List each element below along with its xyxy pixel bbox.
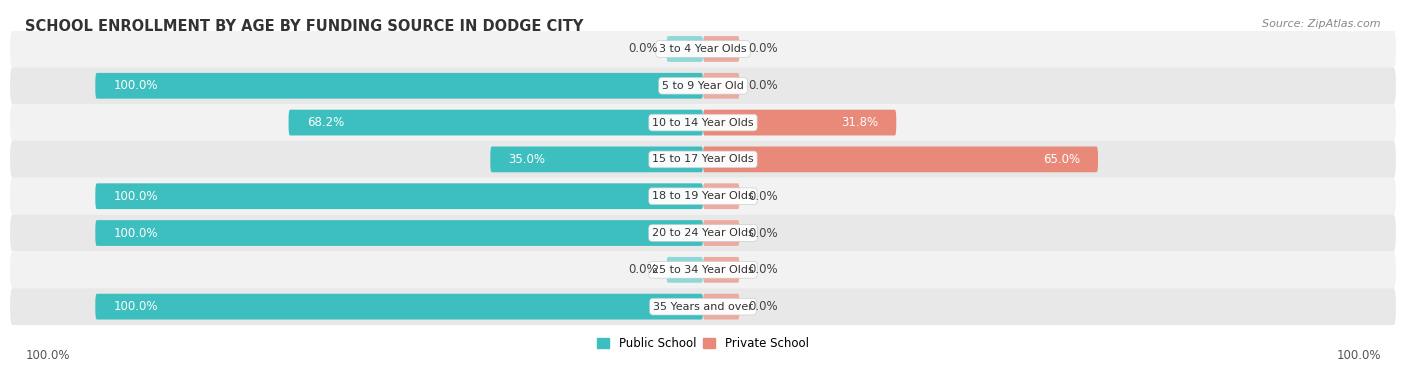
FancyBboxPatch shape: [10, 215, 1396, 251]
FancyBboxPatch shape: [10, 31, 1396, 67]
Text: 100.0%: 100.0%: [114, 190, 157, 203]
FancyBboxPatch shape: [10, 178, 1396, 215]
FancyBboxPatch shape: [703, 110, 896, 135]
FancyBboxPatch shape: [703, 294, 740, 320]
Text: 0.0%: 0.0%: [748, 300, 778, 313]
Text: 65.0%: 65.0%: [1043, 153, 1080, 166]
FancyBboxPatch shape: [96, 220, 703, 246]
FancyBboxPatch shape: [288, 110, 703, 135]
FancyBboxPatch shape: [703, 220, 740, 246]
Legend: Public School, Private School: Public School, Private School: [593, 332, 813, 354]
FancyBboxPatch shape: [703, 183, 740, 209]
Text: 20 to 24 Year Olds: 20 to 24 Year Olds: [652, 228, 754, 238]
Text: 100.0%: 100.0%: [25, 349, 70, 362]
Text: 68.2%: 68.2%: [307, 116, 344, 129]
Text: SCHOOL ENROLLMENT BY AGE BY FUNDING SOURCE IN DODGE CITY: SCHOOL ENROLLMENT BY AGE BY FUNDING SOUR…: [25, 19, 583, 34]
Text: 0.0%: 0.0%: [748, 190, 778, 203]
Text: 100.0%: 100.0%: [114, 300, 157, 313]
FancyBboxPatch shape: [666, 36, 703, 62]
Text: 0.0%: 0.0%: [628, 43, 658, 55]
Text: 35.0%: 35.0%: [509, 153, 546, 166]
Text: Source: ZipAtlas.com: Source: ZipAtlas.com: [1263, 19, 1381, 29]
FancyBboxPatch shape: [10, 288, 1396, 325]
FancyBboxPatch shape: [10, 67, 1396, 104]
Text: 0.0%: 0.0%: [748, 263, 778, 276]
FancyBboxPatch shape: [703, 36, 740, 62]
Text: 100.0%: 100.0%: [114, 227, 157, 239]
Text: 5 to 9 Year Old: 5 to 9 Year Old: [662, 81, 744, 91]
FancyBboxPatch shape: [10, 251, 1396, 288]
FancyBboxPatch shape: [10, 141, 1396, 178]
Text: 0.0%: 0.0%: [748, 227, 778, 239]
Text: 100.0%: 100.0%: [1336, 349, 1381, 362]
Text: 0.0%: 0.0%: [748, 43, 778, 55]
FancyBboxPatch shape: [703, 147, 1098, 172]
Text: 0.0%: 0.0%: [748, 79, 778, 92]
Text: 15 to 17 Year Olds: 15 to 17 Year Olds: [652, 155, 754, 164]
FancyBboxPatch shape: [491, 147, 703, 172]
Text: 18 to 19 Year Olds: 18 to 19 Year Olds: [652, 191, 754, 201]
FancyBboxPatch shape: [96, 73, 703, 99]
FancyBboxPatch shape: [703, 73, 740, 99]
Text: 35 Years and over: 35 Years and over: [652, 302, 754, 312]
FancyBboxPatch shape: [96, 294, 703, 320]
FancyBboxPatch shape: [666, 257, 703, 283]
Text: 10 to 14 Year Olds: 10 to 14 Year Olds: [652, 118, 754, 127]
FancyBboxPatch shape: [96, 183, 703, 209]
Text: 100.0%: 100.0%: [114, 79, 157, 92]
Text: 0.0%: 0.0%: [628, 263, 658, 276]
Text: 3 to 4 Year Olds: 3 to 4 Year Olds: [659, 44, 747, 54]
Text: 31.8%: 31.8%: [841, 116, 877, 129]
Text: 25 to 34 Year Olds: 25 to 34 Year Olds: [652, 265, 754, 275]
FancyBboxPatch shape: [703, 257, 740, 283]
FancyBboxPatch shape: [10, 104, 1396, 141]
